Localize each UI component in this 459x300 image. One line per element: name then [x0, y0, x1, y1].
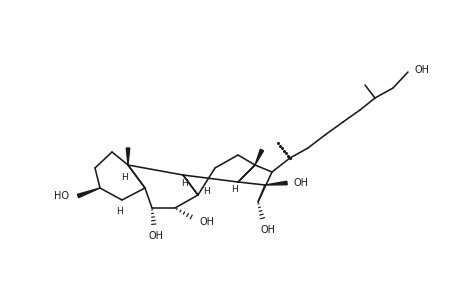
Text: OH: OH: [260, 225, 275, 235]
Text: H: H: [117, 208, 123, 217]
Text: OH: OH: [199, 217, 214, 227]
Text: OH: OH: [414, 65, 429, 75]
Text: H: H: [203, 188, 210, 196]
Polygon shape: [254, 149, 263, 165]
Polygon shape: [264, 181, 286, 185]
Text: H: H: [181, 178, 188, 188]
Text: HO: HO: [54, 191, 69, 201]
Polygon shape: [77, 188, 100, 198]
Text: H: H: [231, 185, 238, 194]
Polygon shape: [126, 148, 129, 165]
Text: OH: OH: [148, 231, 163, 241]
Text: H: H: [121, 172, 128, 182]
Text: OH: OH: [293, 178, 308, 188]
